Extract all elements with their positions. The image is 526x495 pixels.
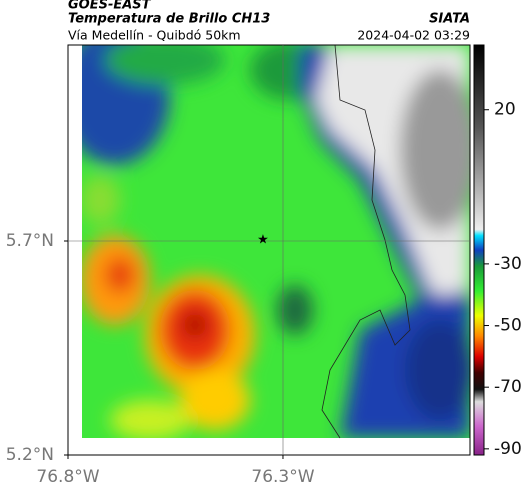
- x-tick-label: 76.8°W: [36, 467, 99, 487]
- x-tick-label: 76.3°W: [251, 467, 314, 487]
- y-tick-label: 5.7°N: [6, 231, 54, 251]
- colorbar-tick-label: -50: [494, 316, 522, 336]
- colorbar-tick-label: -30: [494, 254, 522, 274]
- product: GOES-EAST: [68, 0, 152, 13]
- coastline: [321, 44, 411, 439]
- source: SIATA: [429, 12, 470, 27]
- colorbar-tick-label: -70: [494, 377, 522, 397]
- subtitle: Vía Medellín - Quibdó 50km: [68, 28, 241, 43]
- title: Temperatura de Brillo CH13: [68, 12, 270, 27]
- brightness-field: [82, 45, 470, 438]
- y-tick-label: 5.2°N: [6, 445, 54, 465]
- map-frame: [67, 44, 471, 456]
- colorbar: [473, 44, 485, 456]
- colorbar-tick-label: 20: [494, 100, 516, 120]
- timestamp: 2024-04-02 03:29: [357, 28, 470, 43]
- colorbar-tick-label: -90: [494, 439, 522, 459]
- location-marker: ★: [257, 233, 269, 248]
